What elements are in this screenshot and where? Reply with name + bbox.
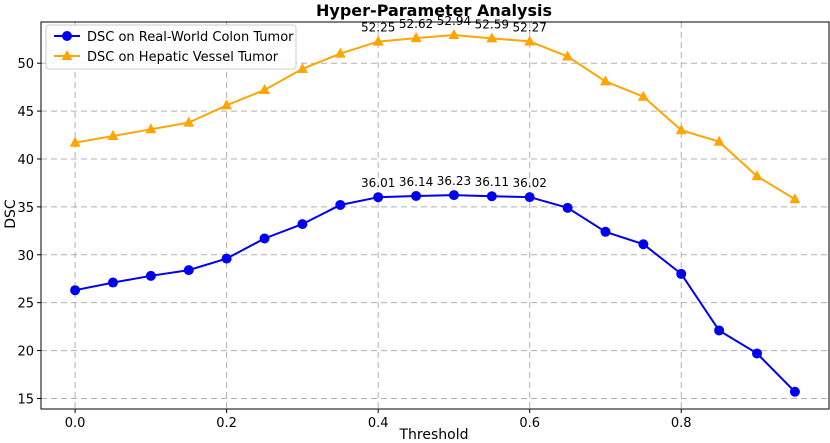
x-tick-label: 0.0 xyxy=(65,416,86,431)
data-label-hepatic: 52.59 xyxy=(475,17,509,31)
series-line-colon xyxy=(74,194,796,393)
data-label-colon: 36.23 xyxy=(437,174,471,188)
data-point-hepatic xyxy=(107,129,119,140)
y-axis-label: DSC xyxy=(3,199,19,229)
y-tick-label: 30 xyxy=(17,249,34,264)
data-point-colon xyxy=(373,192,384,203)
legend: DSC on Real-World Colon Tumor DSC on Hep… xyxy=(45,24,297,70)
legend-label-hepatic: DSC on Hepatic Vessel Tumor xyxy=(87,50,279,65)
data-point-colon xyxy=(297,219,308,230)
data-point-colon xyxy=(789,386,800,397)
data-point-hepatic xyxy=(69,136,81,147)
y-tick-label: 20 xyxy=(17,345,34,360)
x-tick-label: 0.2 xyxy=(216,416,237,431)
data-point-hepatic xyxy=(410,32,422,43)
data-label-hepatic: 52.62 xyxy=(399,17,433,31)
data-point-colon xyxy=(524,192,535,203)
data-point-hepatic xyxy=(448,29,460,40)
data-label-hepatic: 52.27 xyxy=(513,20,547,34)
data-point-hepatic xyxy=(334,47,346,58)
data-point-hepatic xyxy=(183,116,195,127)
data-point-hepatic xyxy=(145,123,157,134)
data-point-colon xyxy=(183,265,194,276)
legend-label-colon: DSC on Real-World Colon Tumor xyxy=(87,30,294,45)
data-point-hepatic xyxy=(599,75,611,86)
data-point-hepatic xyxy=(372,35,384,46)
x-tick-label: 0.4 xyxy=(368,416,389,431)
data-label-colon: 36.11 xyxy=(475,175,509,189)
y-tick-label: 50 xyxy=(17,57,34,72)
plot-frame xyxy=(40,21,830,410)
data-label-hepatic: 52.94 xyxy=(437,14,471,28)
data-point-hepatic xyxy=(562,50,574,61)
y-tick-label: 15 xyxy=(17,392,34,407)
data-point-colon xyxy=(676,268,687,279)
data-point-colon xyxy=(600,226,611,237)
data-point-colon xyxy=(145,270,156,281)
data-point-colon xyxy=(259,233,270,244)
data-point-colon xyxy=(638,239,649,250)
data-point-colon xyxy=(335,199,346,210)
y-tick-label: 25 xyxy=(17,297,34,312)
data-label-colon: 36.02 xyxy=(513,176,547,190)
data-point-colon xyxy=(448,190,459,201)
data-point-hepatic xyxy=(713,135,725,146)
y-tick-label: 45 xyxy=(17,105,34,120)
data-point-hepatic xyxy=(221,99,233,110)
x-tick-label: 0.6 xyxy=(519,416,540,431)
series-layer xyxy=(69,29,801,397)
data-point-colon xyxy=(221,253,232,264)
data-point-colon xyxy=(752,348,763,359)
data-point-colon xyxy=(714,325,725,336)
data-point-hepatic xyxy=(637,90,649,101)
data-label-colon: 36.01 xyxy=(361,176,395,190)
data-point-hepatic xyxy=(486,32,498,43)
data-label-hepatic: 52.25 xyxy=(361,21,395,35)
data-point-colon xyxy=(562,202,573,213)
legend-marker-colon xyxy=(62,31,72,41)
grid xyxy=(41,22,829,409)
data-point-hepatic xyxy=(789,193,801,204)
chart-title: Hyper-Parameter Analysis xyxy=(316,1,552,20)
data-point-hepatic xyxy=(259,84,271,95)
series-line-hepatic xyxy=(74,33,796,201)
data-point-hepatic xyxy=(751,170,763,181)
data-label-colon: 36.14 xyxy=(399,175,433,189)
x-tick-label: 0.8 xyxy=(671,416,692,431)
axis-ticks: 0.0 0.2 0.4 0.6 0.8 15 20 25 30 35 40 45 50 xyxy=(17,57,691,431)
data-point-colon xyxy=(486,191,497,202)
data-labels: 36.01 36.14 36.23 36.11 36.02 52.25 52.62 52.94… xyxy=(361,14,547,190)
legend-box xyxy=(45,24,297,70)
data-point-hepatic xyxy=(675,124,687,135)
x-axis-label: Threshold xyxy=(399,427,469,443)
data-point-hepatic xyxy=(524,35,536,46)
legend-marker-hepatic xyxy=(61,50,73,60)
data-point-colon xyxy=(411,190,422,201)
data-point-hepatic xyxy=(296,62,308,73)
data-point-colon xyxy=(70,285,81,296)
y-tick-label: 40 xyxy=(17,153,34,168)
y-tick-label: 35 xyxy=(17,201,34,216)
data-point-colon xyxy=(107,277,118,288)
